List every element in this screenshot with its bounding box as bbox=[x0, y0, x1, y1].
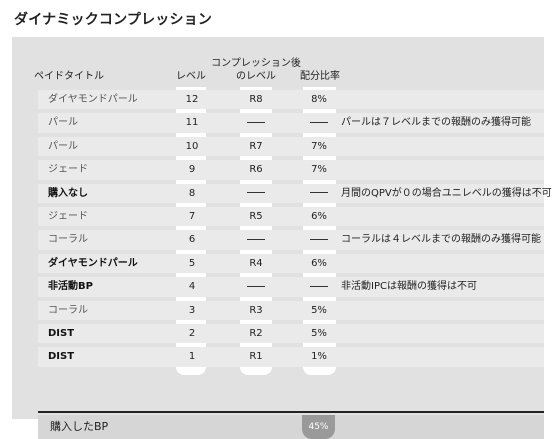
page-title: ダイナミックコンプレッション bbox=[14, 12, 213, 28]
total-ratio-badge: 45% bbox=[302, 415, 335, 439]
row-ratio bbox=[303, 228, 335, 251]
row-compressed-level: R3 bbox=[249, 304, 263, 316]
table-row: パール 11 パールは７レベルまでの報酬のみ獲得可能 bbox=[38, 111, 544, 134]
row-ratio: 7% bbox=[311, 140, 327, 152]
row-compressed-level: R2 bbox=[249, 328, 263, 339]
table-row: ダイヤモンドパール 12 R8 8% bbox=[38, 88, 544, 111]
table-row: DIST 1 R1 1% bbox=[38, 345, 544, 368]
header-compressed-level-line1: コンプレッション後 bbox=[211, 58, 301, 69]
row-level: 11 bbox=[185, 117, 199, 129]
header-ratio: 配分比率 bbox=[300, 71, 340, 82]
row-ratio bbox=[303, 182, 335, 205]
table-row: ジェード 7 R5 6% bbox=[38, 205, 544, 228]
row-note: 月間のQPVが０の場合ユニレベルの獲得は不可 bbox=[341, 187, 552, 199]
row-title: ダイヤモンドパール bbox=[48, 94, 138, 105]
dash-mark bbox=[247, 121, 265, 123]
dash-mark bbox=[310, 192, 328, 194]
row-level: 8 bbox=[188, 187, 196, 199]
row-compressed-level: R6 bbox=[249, 164, 263, 176]
row-stripe bbox=[38, 253, 544, 274]
row-compressed-level: R5 bbox=[249, 211, 263, 222]
dash-mark bbox=[310, 121, 328, 123]
row-level: 2 bbox=[188, 328, 196, 339]
table-row: 購入なし 8 月間のQPVが０の場合ユニレベルの獲得は不可 bbox=[38, 182, 552, 205]
row-stripe bbox=[38, 207, 544, 227]
row-stripe bbox=[38, 183, 544, 203]
header-compressed-level: コンプレッション後 のレベル bbox=[210, 57, 302, 83]
row-ratio: 5% bbox=[311, 304, 327, 316]
dash-mark bbox=[247, 285, 265, 287]
dash-mark bbox=[247, 238, 265, 240]
dash-mark bbox=[310, 285, 328, 287]
row-compressed-level: R8 bbox=[249, 94, 263, 105]
row-stripe bbox=[38, 90, 544, 110]
row-level: 6 bbox=[188, 234, 196, 246]
row-title: DIST bbox=[48, 328, 75, 339]
row-stripe bbox=[38, 277, 544, 297]
row-level: 10 bbox=[185, 140, 199, 152]
row-stripe bbox=[38, 136, 544, 157]
header-level: レベル bbox=[176, 71, 206, 82]
row-ratio: 5% bbox=[311, 328, 327, 339]
dash-mark bbox=[310, 238, 328, 240]
row-title: コーラル bbox=[48, 234, 88, 246]
row-level: 5 bbox=[188, 257, 196, 269]
row-stripe bbox=[38, 113, 544, 133]
row-title: 非活動BP bbox=[48, 281, 93, 293]
row-title: コーラル bbox=[48, 304, 88, 316]
row-compressed-level bbox=[240, 228, 272, 251]
row-ratio bbox=[303, 111, 335, 134]
table-row: コーラル 6 コーラルは４レベルまでの報酬のみ獲得可能 bbox=[38, 228, 544, 251]
row-note: 非活動IPCは報酬の獲得は不可 bbox=[341, 281, 477, 293]
row-ratio: 6% bbox=[311, 211, 327, 222]
table-row: ダイヤモンドパール 5 R4 6% bbox=[38, 252, 544, 275]
table-row: コーラル 3 R3 5% bbox=[38, 299, 544, 322]
total-label: 購入したBP bbox=[50, 420, 109, 433]
row-ratio: 1% bbox=[311, 351, 327, 363]
row-stripe bbox=[38, 300, 544, 320]
row-title: DIST bbox=[48, 351, 75, 363]
row-level: 1 bbox=[188, 351, 196, 363]
row-compressed-level: R4 bbox=[249, 257, 263, 269]
row-ratio bbox=[303, 275, 335, 298]
row-title: パール bbox=[48, 117, 78, 129]
table-row: パール 10 R7 7% bbox=[38, 135, 544, 158]
row-level: 4 bbox=[188, 281, 196, 293]
row-level: 12 bbox=[185, 94, 199, 105]
row-compressed-level bbox=[240, 111, 272, 134]
table-row: ジェード 9 R6 7% bbox=[38, 158, 544, 181]
row-title: パール bbox=[48, 140, 78, 152]
total-row: 購入したBP 45% bbox=[38, 415, 544, 439]
row-title: ジェード bbox=[48, 164, 88, 176]
row-ratio: 6% bbox=[311, 257, 327, 269]
header-compressed-level-line2: のレベル bbox=[236, 71, 276, 82]
row-note: コーラルは４レベルまでの報酬のみ獲得可能 bbox=[341, 234, 541, 246]
row-stripe bbox=[38, 160, 544, 180]
row-title: 購入なし bbox=[48, 187, 88, 199]
row-stripe bbox=[38, 324, 544, 344]
row-compressed-level: R7 bbox=[249, 140, 263, 152]
row-compressed-level: R1 bbox=[249, 351, 263, 363]
row-level: 9 bbox=[188, 164, 196, 176]
row-compressed-level bbox=[240, 182, 272, 205]
table-separator bbox=[38, 411, 544, 413]
table-row: 非活動BP 4 非活動IPCは報酬の獲得は不可 bbox=[38, 275, 544, 298]
header-paid-title: ペイドタイトル bbox=[34, 71, 104, 82]
row-stripe bbox=[38, 230, 544, 250]
row-compressed-level bbox=[240, 275, 272, 298]
row-level: 7 bbox=[188, 211, 196, 222]
row-title: ダイヤモンドパール bbox=[48, 257, 138, 269]
dash-mark bbox=[247, 192, 265, 194]
row-stripe bbox=[38, 347, 544, 367]
table-row: DIST 2 R2 5% bbox=[38, 322, 544, 345]
row-ratio: 8% bbox=[311, 94, 327, 105]
row-note: パールは７レベルまでの報酬のみ獲得可能 bbox=[341, 117, 531, 129]
row-level: 3 bbox=[188, 304, 196, 316]
row-title: ジェード bbox=[48, 211, 88, 222]
row-ratio: 7% bbox=[311, 164, 327, 176]
